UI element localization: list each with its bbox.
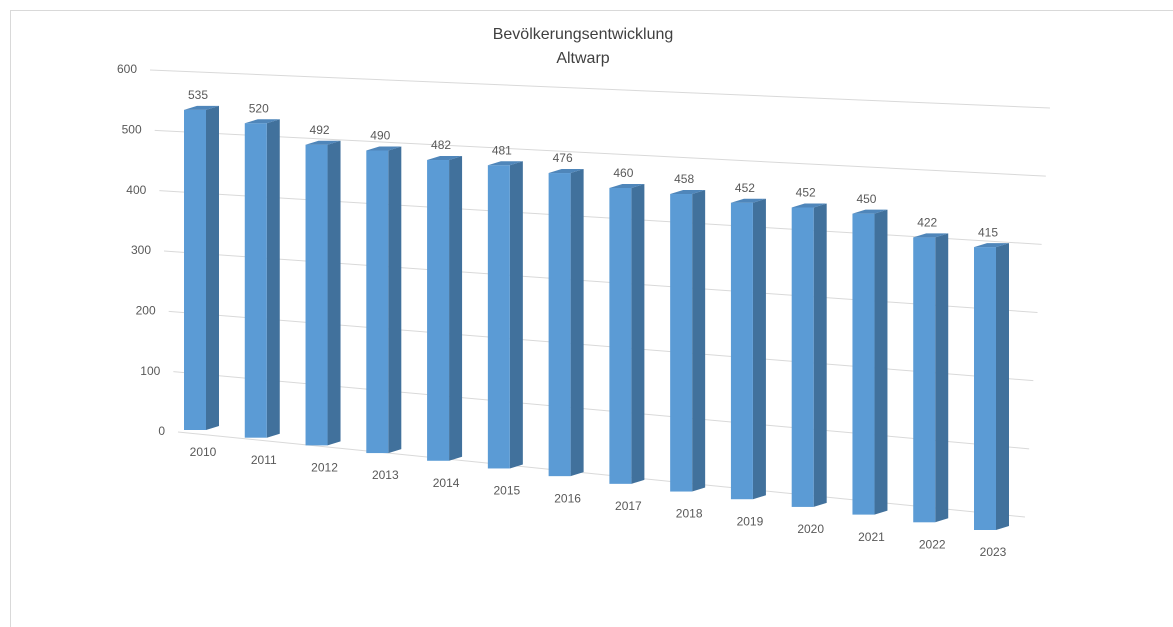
- bar-side: [874, 209, 888, 515]
- x-tick-label: 2011: [251, 453, 277, 467]
- bar-top: [791, 203, 827, 208]
- bar: [548, 173, 571, 477]
- bar-top: [184, 105, 219, 110]
- bar: [244, 123, 267, 438]
- data-label: 450: [856, 192, 876, 206]
- bar-top: [244, 119, 280, 124]
- bar: [791, 207, 814, 507]
- x-tick-label: 2017: [615, 499, 642, 513]
- data-label: 452: [796, 186, 816, 200]
- x-tick-label: 2022: [919, 537, 946, 551]
- bar: [609, 187, 632, 484]
- bar-side: [266, 119, 280, 438]
- bar: [730, 202, 753, 500]
- x-tick-label: 2018: [676, 507, 703, 521]
- y-tick-label: 600: [117, 62, 137, 76]
- bar-side: [206, 105, 219, 431]
- bar-top: [548, 169, 584, 174]
- bar-side: [935, 233, 949, 523]
- data-label: 458: [674, 172, 694, 186]
- y-tick-label: 100: [140, 364, 160, 378]
- bar-side: [388, 146, 402, 454]
- y-tick-label: 300: [131, 243, 151, 257]
- bar-side: [449, 156, 463, 461]
- x-tick-label: 2012: [311, 461, 338, 475]
- x-tick-label: 2013: [372, 468, 399, 482]
- bar-side: [509, 161, 523, 469]
- data-label: 520: [249, 101, 269, 115]
- bar-side: [813, 203, 827, 507]
- y-tick-label: 500: [122, 123, 142, 137]
- x-tick-label: 2019: [737, 514, 764, 528]
- grid-line: [173, 371, 1030, 450]
- data-label: 481: [492, 143, 512, 157]
- bar: [184, 109, 206, 431]
- x-tick-label: 2023: [980, 545, 1007, 559]
- y-tick-label: 400: [126, 183, 146, 197]
- bar: [852, 213, 875, 515]
- bar-top: [670, 190, 706, 195]
- x-tick-label: 2015: [493, 484, 520, 498]
- bar-top: [609, 183, 645, 188]
- bar-side: [570, 169, 584, 477]
- bar: [366, 150, 389, 454]
- grid-line: [177, 431, 1026, 518]
- chart-subtitle: Altwarp: [556, 50, 609, 67]
- bar-top: [427, 156, 463, 161]
- bar: [427, 160, 450, 461]
- bar-top: [974, 243, 1009, 248]
- data-label: 535: [188, 88, 208, 102]
- data-label: 490: [370, 129, 390, 143]
- chart-title: Bevölkerungsentwicklung: [493, 26, 674, 43]
- bar-top: [730, 198, 766, 203]
- bar-top: [913, 233, 949, 238]
- grid-line: [154, 129, 1046, 177]
- grid-line: [149, 69, 1051, 109]
- bar-side: [631, 183, 645, 484]
- x-tick-label: 2021: [858, 530, 885, 544]
- bar-side: [752, 198, 766, 500]
- x-tick-label: 2016: [554, 491, 581, 505]
- x-tick-label: 2010: [190, 445, 217, 459]
- y-tick-label: 0: [158, 424, 165, 438]
- bar: [670, 194, 693, 492]
- bar: [913, 237, 936, 523]
- bar-side: [692, 190, 706, 492]
- bar: [305, 144, 328, 446]
- data-label: 422: [917, 216, 937, 230]
- grid-line: [168, 310, 1034, 382]
- bar: [974, 247, 996, 530]
- bar-top: [305, 140, 341, 145]
- bar: [487, 165, 510, 469]
- y-tick-label: 200: [136, 304, 156, 318]
- data-label: 460: [613, 166, 633, 180]
- bar-top: [366, 146, 402, 151]
- data-label: 482: [431, 138, 451, 152]
- bar-top: [852, 209, 888, 214]
- data-label: 492: [310, 123, 330, 137]
- grid-line: [159, 190, 1042, 245]
- data-label: 452: [735, 181, 755, 195]
- data-label: 415: [978, 225, 998, 239]
- bar-side: [327, 140, 341, 446]
- grid-line: [163, 250, 1038, 313]
- bar-top: [487, 161, 523, 166]
- data-label: 476: [553, 151, 573, 165]
- bar-side: [996, 243, 1009, 530]
- x-tick-label: 2020: [797, 522, 824, 536]
- x-tick-label: 2014: [433, 476, 460, 490]
- chart-frame: [10, 10, 1173, 627]
